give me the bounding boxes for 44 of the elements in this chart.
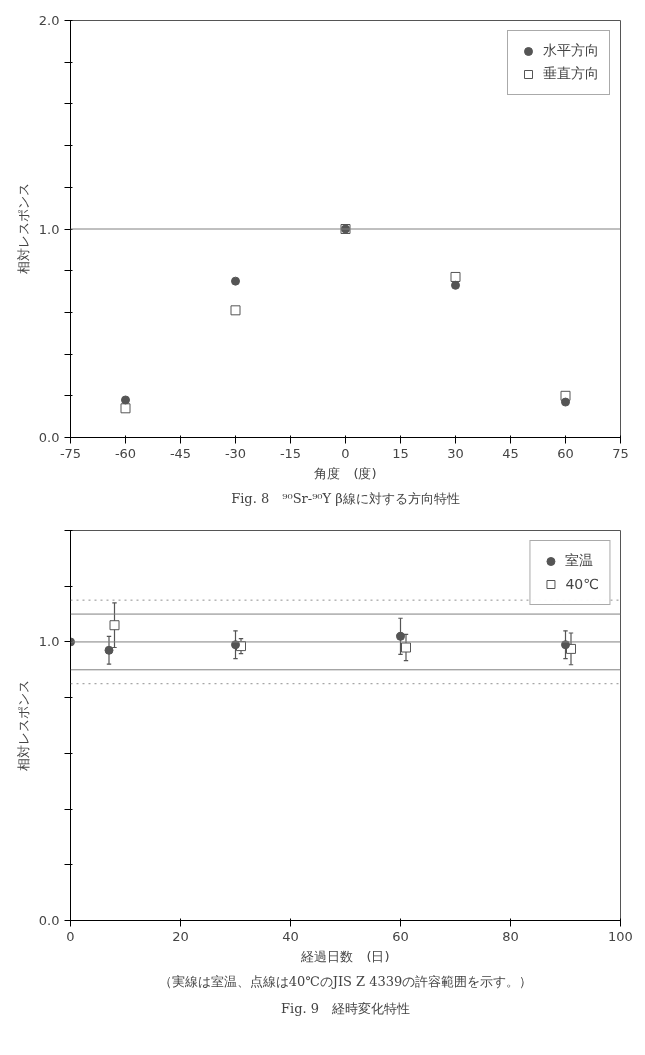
legend-label: 室温: [565, 552, 594, 570]
point: [451, 280, 460, 290]
x-tick-label: 20: [172, 928, 189, 944]
point: [401, 642, 411, 653]
x-tick-label: -15: [279, 445, 302, 461]
x-tick-label: 40: [282, 928, 299, 944]
x-tick-label: -45: [169, 445, 192, 461]
text: （実線は室温、点線は40℃のJIS Z 4339の許容範囲を示す。）: [158, 973, 533, 989]
x-tick-label: -60: [114, 445, 137, 461]
x-tick-label: -75: [59, 445, 82, 461]
point: [121, 395, 130, 405]
y-tick-label: 0.0: [38, 913, 60, 928]
x-tick-label: -30: [224, 445, 247, 461]
point: [231, 276, 240, 286]
text: Fig. 8 ⁹⁰Sr-⁹⁰Y β線に対する方向特性: [231, 490, 460, 506]
point: [104, 645, 114, 655]
point: [450, 271, 461, 282]
legend-label: 垂直方向: [543, 65, 599, 83]
x-tick-label: 15: [392, 445, 409, 461]
y-tick-label: 0.0: [38, 430, 60, 445]
point: [230, 305, 241, 316]
y-tick-label: 2.0: [38, 13, 60, 28]
x-tick-label: 0: [341, 445, 350, 461]
x-tick-label: 80: [502, 928, 519, 944]
x-axis-title: 経過日数 (日): [300, 948, 390, 964]
x-tick-label: 0: [66, 928, 75, 944]
text: Fig. 9 経時変化特性: [280, 1000, 411, 1016]
legend-label: 40℃: [565, 576, 599, 592]
legend-label: 水平方向: [543, 42, 599, 60]
x-tick-label: 30: [447, 445, 464, 461]
y-tick-label: 1.0: [38, 221, 60, 237]
point: [561, 397, 570, 407]
x-tick-label: 60: [392, 928, 409, 944]
x-tick-label: 60: [557, 445, 574, 461]
y-axis-title: 相対レスポンス: [15, 183, 31, 275]
point: [396, 631, 405, 641]
y-axis-title: 相対レスポンス: [15, 680, 31, 771]
x-tick-label: 100: [608, 928, 633, 944]
x-tick-label: 75: [612, 445, 629, 461]
y-tick-label: 1.0: [38, 634, 60, 650]
x-axis-title: 角度 (度): [314, 465, 377, 481]
point: [109, 620, 120, 631]
x-tick-label: 45: [502, 445, 519, 461]
point: [120, 403, 131, 414]
